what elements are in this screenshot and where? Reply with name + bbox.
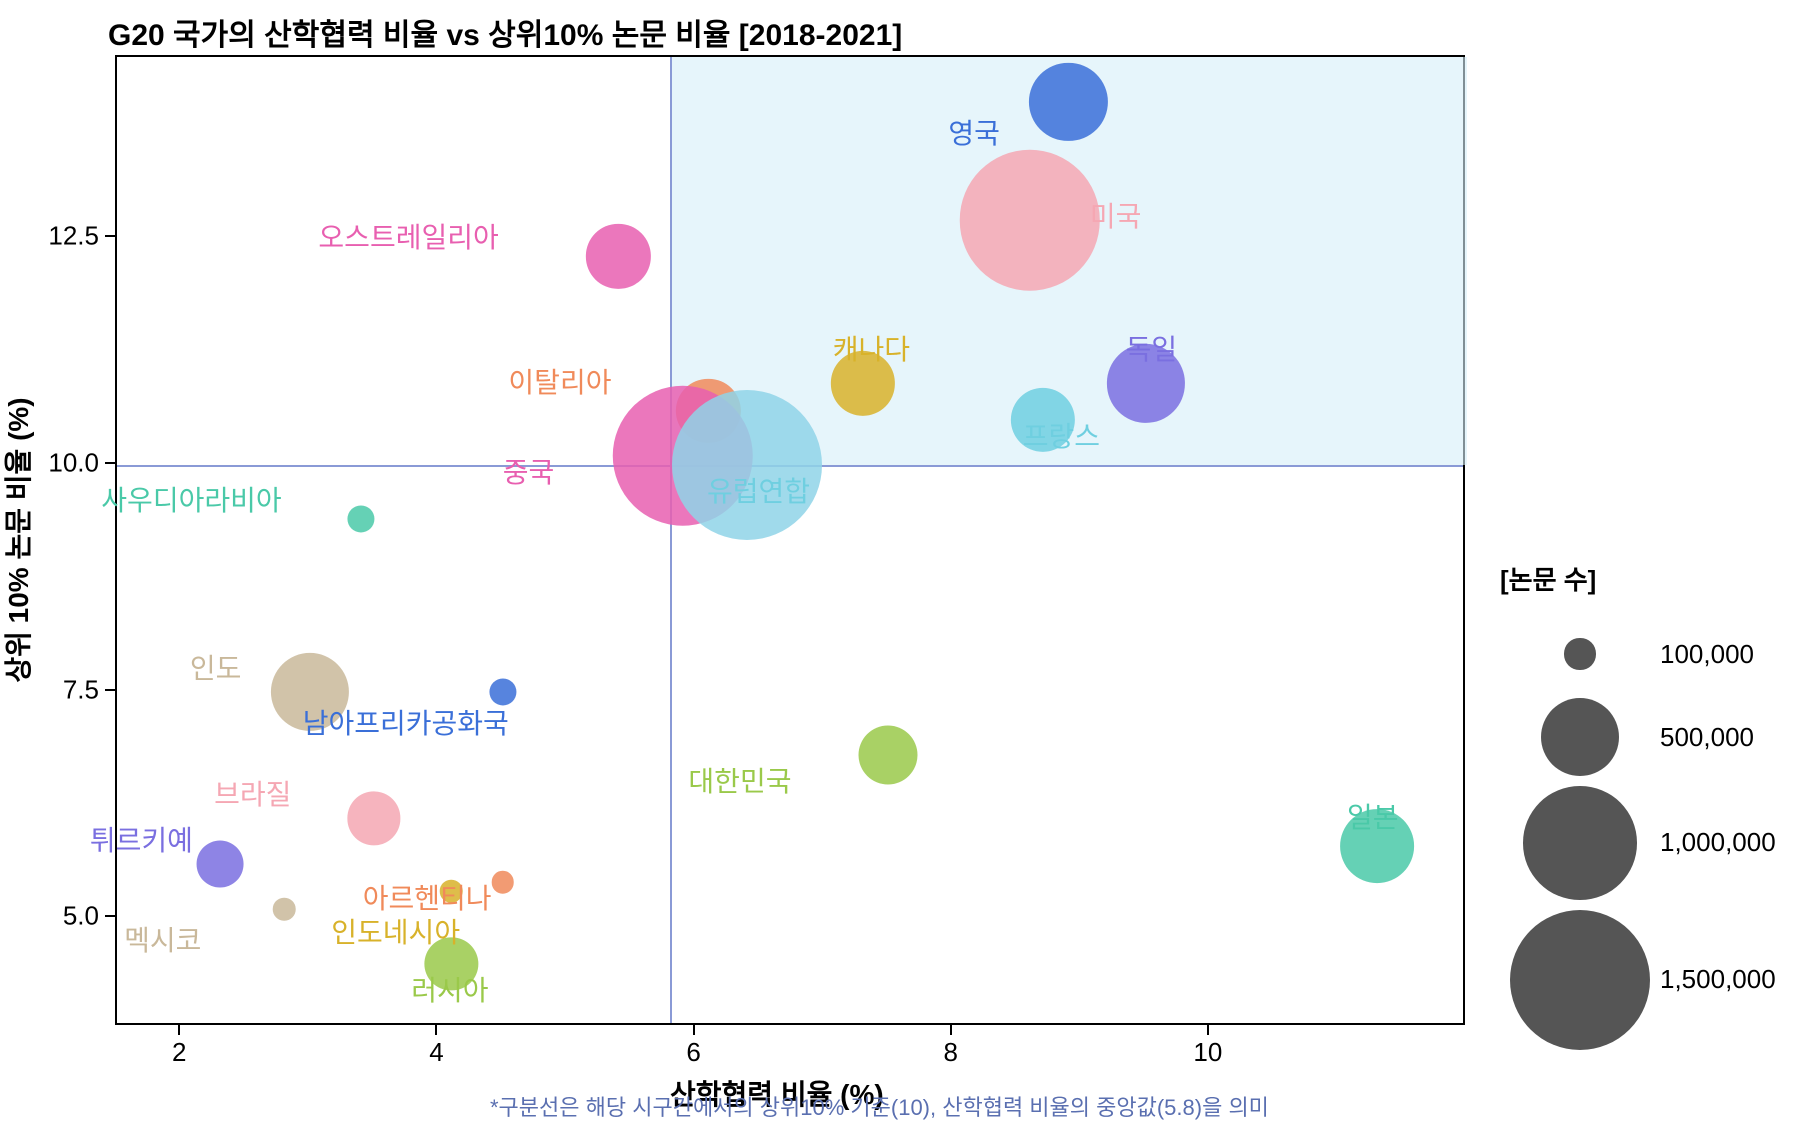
y-tick-mark (105, 235, 115, 237)
legend-title: [논문 수] (1500, 560, 1790, 597)
bubble-point (586, 224, 650, 288)
bubble-label: 튀르키예 (90, 819, 193, 859)
legend-row: 1,500,000 (1500, 905, 1790, 1055)
chart-footnote: *구분선은 해당 시구간에서의 상위10% 기준(10), 산학협력 비율의 중… (490, 1090, 1269, 1122)
bubble-point (1029, 63, 1107, 141)
x-tick-mark (1207, 1025, 1209, 1035)
bubble-label: 사우디아라비아 (101, 479, 281, 519)
y-axis-label: 상위 10% 논문 비율 (%) (0, 397, 37, 682)
legend-label: 1,000,000 (1660, 827, 1776, 858)
bubble-label: 미국 (1090, 195, 1142, 235)
x-tick-mark (950, 1025, 952, 1035)
bubble-label: 러시아 (411, 969, 488, 1009)
bubble-label: 오스트레일리아 (318, 216, 498, 256)
bubble-point (273, 898, 296, 921)
plot-area: 영국미국오스트레일리아캐나다독일이탈리아프랑스중국유럽연합사우디아라비아인도남아… (115, 55, 1465, 1025)
bubble-label: 영국 (948, 112, 1000, 152)
size-legend: [논문 수] 100,000 500,000 1,000,000 1,500,000 (1500, 560, 1790, 1055)
legend-row: 500,000 (1500, 693, 1790, 781)
legend-label: 500,000 (1660, 722, 1754, 753)
bubble-label: 대한민국 (688, 760, 791, 800)
y-tick-label: 12.5 (48, 221, 99, 252)
reference-line-vertical (670, 57, 672, 1023)
bubble-label: 이탈리아 (508, 361, 611, 401)
bubble-label: 브라질 (214, 773, 291, 813)
x-tick-label: 6 (686, 1037, 700, 1068)
x-tick-mark (435, 1025, 437, 1035)
bubble-label: 멕시코 (124, 919, 201, 959)
bubble-label: 남아프리카공화국 (303, 702, 509, 742)
x-tick-mark (693, 1025, 695, 1035)
bubble-label: 일본 (1347, 796, 1399, 836)
x-tick-label: 8 (943, 1037, 957, 1068)
y-tick-label: 5.0 (63, 901, 99, 932)
legend-swatch (1564, 638, 1595, 669)
bubble-label: 독일 (1126, 328, 1178, 368)
y-tick-label: 10.0 (48, 447, 99, 478)
chart-title: G20 국가의 산학협력 비율 vs 상위10% 논문 비율 [2018-202… (108, 10, 902, 54)
bubble-point (859, 726, 918, 785)
bubble-label: 인도네시아 (331, 911, 460, 951)
legend-label: 1,500,000 (1660, 964, 1776, 995)
y-tick-mark (105, 689, 115, 691)
bubble-point (491, 871, 514, 894)
bubble-point (672, 390, 822, 540)
legend-row: 100,000 (1500, 615, 1790, 693)
bubble-point (348, 506, 375, 533)
x-tick-label: 10 (1193, 1037, 1222, 1068)
bubble-point (960, 150, 1100, 290)
bubble-label: 프랑스 (1023, 415, 1100, 455)
legend-items: 100,000 500,000 1,000,000 1,500,000 (1500, 615, 1790, 1055)
bubble-point (196, 840, 243, 887)
bubble-label: 중국 (503, 451, 555, 491)
bubble-label: 유럽연합 (707, 470, 810, 510)
legend-swatch (1523, 786, 1636, 899)
bubble-label: 캐나다 (833, 328, 910, 368)
bubble-label: 인도 (190, 647, 242, 687)
y-tick-mark (105, 915, 115, 917)
legend-swatch (1510, 910, 1650, 1050)
legend-label: 100,000 (1660, 639, 1754, 670)
y-tick-mark (105, 462, 115, 464)
y-tick-label: 7.5 (63, 674, 99, 705)
x-tick-label: 4 (429, 1037, 443, 1068)
legend-row: 1,000,000 (1500, 781, 1790, 904)
x-tick-mark (178, 1025, 180, 1035)
x-tick-label: 2 (172, 1037, 186, 1068)
legend-swatch (1541, 698, 1619, 776)
bubble-point (348, 792, 401, 845)
